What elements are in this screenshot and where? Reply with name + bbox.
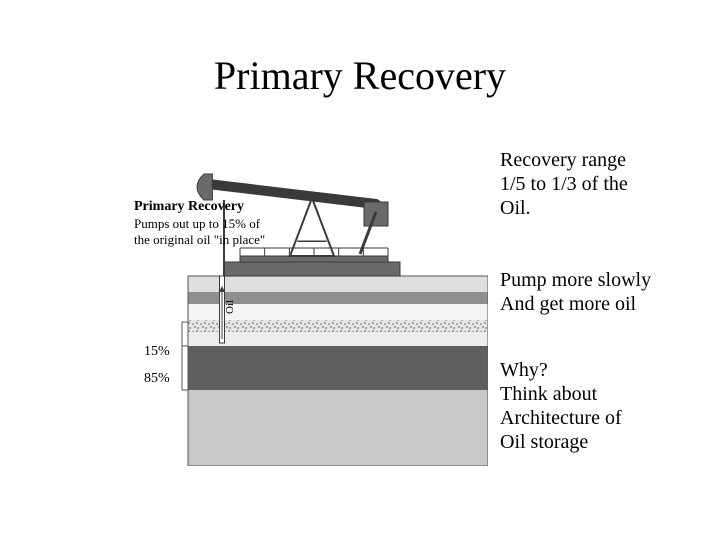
side-block-1-line1: Recovery range	[500, 148, 700, 172]
figure-caption-heading: Primary Recovery	[134, 198, 265, 216]
figure-svg	[128, 146, 488, 466]
figure-caption-line1: Pumps out up to 15% of	[134, 216, 265, 232]
side-block-1-line3: Oil.	[500, 196, 700, 220]
label-85pct: 85%	[144, 371, 170, 387]
slide: Primary Recovery Recovery range 1/5 to 1…	[0, 0, 720, 540]
side-block-3: Why? Think about Architecture of Oil sto…	[500, 358, 700, 454]
label-15pct: 15%	[144, 344, 170, 360]
page-title: Primary Recovery	[0, 52, 720, 99]
label-oil: Oil	[224, 300, 236, 314]
side-block-1-line2: 1/5 to 1/3 of the	[500, 172, 700, 196]
side-block-2: Pump more slowly And get more oil	[500, 268, 700, 316]
figure-caption-line2: the original oil "in place"	[134, 232, 265, 248]
side-block-3-line1: Why?	[500, 358, 700, 382]
side-block-3-line3: Architecture of	[500, 406, 700, 430]
side-block-2-line2: And get more oil	[500, 292, 700, 316]
side-block-2-line1: Pump more slowly	[500, 268, 700, 292]
side-block-3-line4: Oil storage	[500, 430, 700, 454]
figure: Primary Recovery Pumps out up to 15% of …	[128, 146, 488, 466]
figure-caption: Primary Recovery Pumps out up to 15% of …	[134, 198, 265, 248]
side-block-1: Recovery range 1/5 to 1/3 of the Oil.	[500, 148, 700, 220]
side-block-3-line2: Think about	[500, 382, 700, 406]
